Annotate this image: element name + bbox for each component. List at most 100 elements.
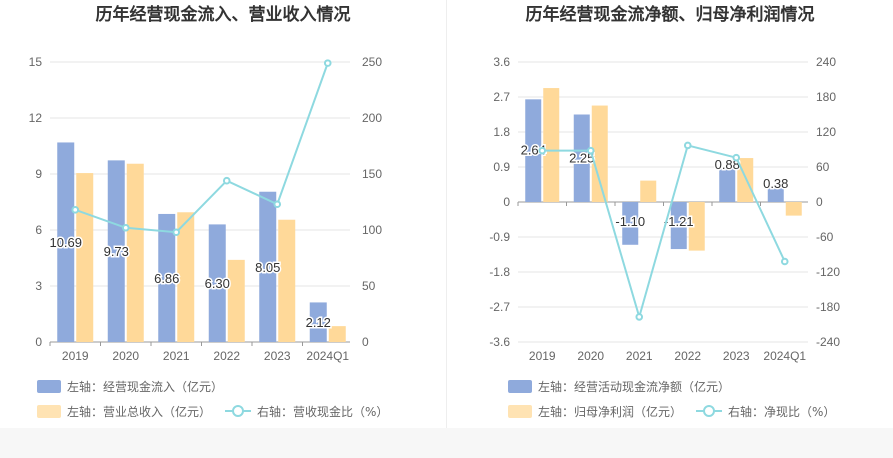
legend-item-net-profit[interactable]: 左轴：归母净利润（亿元）	[508, 403, 682, 420]
y-left-tick-label: 15	[29, 55, 43, 69]
legend-label: 左轴：经营活动现金流净额（亿元）	[538, 379, 731, 394]
bar-secondary	[328, 326, 346, 342]
bar-primary	[309, 302, 327, 342]
bar-primary	[259, 191, 277, 342]
legend-right-row1: 左轴：经营活动现金流净额（亿元）	[508, 377, 744, 395]
ratio-point	[780, 257, 789, 266]
bar-secondary	[785, 202, 802, 216]
y-right-tick-label: 0	[816, 195, 823, 209]
bar-data-label: 9.73	[104, 244, 129, 259]
x-tick-label: 2020	[112, 349, 139, 363]
y-left-tick-label: 1.8	[493, 125, 510, 139]
y-right-tick-label: 250	[362, 55, 382, 69]
legend-item-revenue[interactable]: 左轴：营业总收入（亿元）	[37, 403, 211, 420]
bar-data-label: -1.10	[615, 214, 645, 229]
y-right-tick-label: 50	[362, 279, 376, 293]
legend-item-revenue-cash-ratio[interactable]: 右轴：营收现金比（%）	[225, 403, 388, 420]
x-tick-label: 2021	[626, 349, 653, 363]
bar-primary	[107, 160, 125, 342]
ratio-point	[732, 153, 741, 162]
ratio-line	[542, 144, 786, 321]
y-right-tick-label: 200	[362, 111, 382, 125]
y-left-tick-label: 0	[503, 195, 510, 209]
x-tick-label: 2022	[213, 349, 240, 363]
bar-secondary	[640, 180, 657, 202]
legend-swatch-blue	[37, 379, 61, 393]
legend-item-net-cash-flow[interactable]: 左轴：经营活动现金流净额（亿元）	[508, 378, 730, 395]
bar-primary	[525, 99, 542, 202]
y-left-tick-label: 0	[35, 335, 42, 349]
x-tick-label: 2024Q1	[306, 349, 349, 363]
ratio-point	[71, 206, 80, 214]
y-right-tick-label: -60	[816, 230, 834, 244]
bar-data-label: 0.38	[763, 176, 788, 191]
bar-data-label: 6.30	[205, 276, 230, 291]
bar-primary	[57, 142, 75, 342]
legend-left-row1: 左轴：经营现金流入（亿元）	[37, 377, 237, 395]
legend-item-net-cash-ratio[interactable]: 右轴：净现比（%）	[696, 403, 835, 420]
x-tick-label: 2023	[264, 349, 291, 363]
bar-data-label: 10.69	[49, 235, 82, 250]
y-right-tick-label: 0	[362, 335, 369, 349]
x-tick-label: 2019	[529, 349, 556, 363]
y-right-tick-label: -240	[816, 335, 840, 349]
bar-primary	[719, 167, 736, 202]
y-right-tick-label: -180	[816, 300, 840, 314]
y-left-tick-label: 6	[35, 223, 42, 237]
ratio-point	[323, 59, 332, 67]
bar-primary	[767, 187, 784, 202]
ratio-point	[538, 146, 547, 155]
bar-data-label: 8.05	[255, 260, 280, 275]
legend-label: 左轴：经营现金流入（亿元）	[67, 379, 224, 394]
x-tick-label: 2023	[723, 349, 750, 363]
bar-data-label: 2.12	[306, 315, 331, 330]
ratio-line	[74, 62, 329, 234]
bar-data-label: 2.64	[521, 143, 546, 158]
legend-swatch-orange	[508, 404, 532, 418]
legend-left-row2: 左轴：营业总收入（亿元） 右轴：营收现金比（%）	[37, 402, 402, 420]
x-tick-label: 2024Q1	[763, 349, 806, 363]
y-left-tick-label: 3	[35, 279, 42, 293]
x-tick-label: 2022	[674, 349, 701, 363]
y-right-tick-label: -120	[816, 265, 840, 279]
bar-data-label: 2.25	[569, 150, 594, 165]
legend-right-row2: 左轴：归母净利润（亿元） 右轴：净现比（%）	[508, 402, 849, 420]
bar-primary	[158, 213, 176, 342]
legend-label: 右轴：净现比（%）	[728, 404, 836, 419]
y-left-tick-label: 2.7	[493, 90, 510, 104]
y-left-tick-label: 0.9	[493, 160, 510, 174]
bottom-band	[0, 428, 893, 458]
y-left-tick-label: -0.9	[489, 230, 510, 244]
y-left-tick-label: 9	[35, 167, 42, 181]
bar-secondary	[543, 88, 560, 202]
y-right-tick-label: 60	[816, 160, 830, 174]
bar-data-label: -1.21	[664, 214, 694, 229]
bar-primary	[573, 114, 590, 202]
bar-primary	[208, 224, 226, 342]
chart-title-left: 历年经营现金流入、营业收入情况	[95, 5, 351, 25]
y-right-tick-label: 240	[816, 55, 836, 69]
bar-secondary	[76, 173, 94, 342]
legend-item-cash-inflow[interactable]: 左轴：经营现金流入（亿元）	[37, 378, 223, 395]
y-right-tick-label: 120	[816, 125, 836, 139]
y-left-tick-label: -2.7	[489, 300, 510, 314]
ratio-point	[121, 223, 130, 232]
bar-data-label: 6.86	[154, 271, 179, 286]
y-right-tick-label: 100	[362, 223, 382, 237]
ratio-point	[273, 200, 282, 209]
legend-swatch-blue	[508, 379, 532, 393]
ratio-point	[172, 228, 181, 237]
chart-title-right: 历年经营现金流净额、归母净利润情况	[525, 5, 815, 25]
y-right-tick-label: 150	[362, 167, 382, 181]
ratio-point	[222, 176, 231, 185]
x-tick-label: 2020	[577, 349, 604, 363]
x-tick-label: 2019	[62, 349, 89, 363]
y-left-tick-label: 12	[29, 111, 43, 125]
legend-line-marker-icon	[696, 404, 723, 418]
y-left-tick-label: 3.6	[493, 55, 510, 69]
bar-secondary	[278, 219, 296, 342]
legend-swatch-orange	[37, 404, 61, 418]
legend-label: 左轴：归母净利润（亿元）	[538, 404, 683, 419]
bar-secondary	[126, 163, 144, 342]
